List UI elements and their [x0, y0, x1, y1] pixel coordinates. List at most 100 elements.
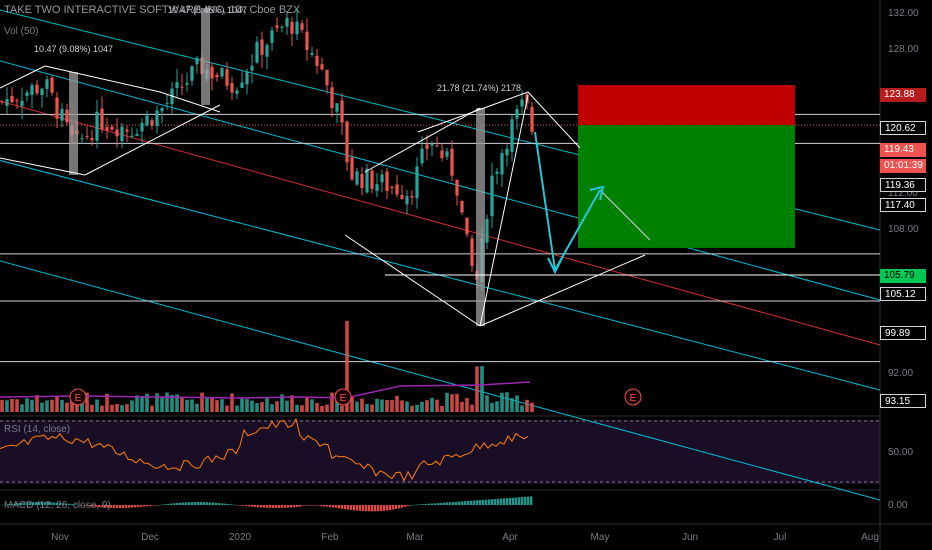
price-tick-label: 128.00	[888, 44, 919, 55]
volume-bar	[395, 395, 399, 412]
macd-histogram-bar	[26, 502, 29, 505]
macd-histogram-bar	[74, 504, 77, 506]
time-tick-label: Dec	[141, 532, 159, 543]
volume-bar	[95, 399, 99, 412]
macd-histogram-bar	[23, 502, 26, 505]
macd-histogram-bar	[494, 499, 497, 505]
macd-histogram-bar	[281, 505, 284, 508]
volume-bar	[370, 404, 374, 412]
candle-body	[320, 64, 324, 70]
measure-annotation: 21.78 (21.74%) 2178	[437, 83, 521, 93]
candle-body	[245, 71, 249, 85]
macd-histogram-bar	[284, 505, 287, 508]
macd-histogram-bar	[437, 503, 440, 505]
macd-histogram-bar	[11, 503, 14, 505]
volume-bar	[160, 396, 164, 412]
pattern-trendline	[44, 65, 161, 93]
candle-body	[375, 184, 379, 191]
macd-histogram-bar	[377, 505, 380, 512]
measure-annotation: 10.47 (8.46%) 1047	[168, 5, 247, 15]
volume-bar	[505, 392, 509, 412]
candle-body	[5, 99, 9, 106]
macd-histogram-bar	[530, 496, 533, 505]
macd-histogram-bar	[254, 505, 257, 508]
macd-histogram-bar	[167, 503, 170, 505]
macd-histogram-bar	[302, 505, 305, 506]
volume-bar	[205, 396, 209, 412]
candle-body	[495, 171, 499, 174]
macd-histogram-bar	[257, 505, 260, 508]
macd-histogram-bar	[362, 505, 365, 512]
macd-histogram-bar	[413, 504, 416, 506]
macd-histogram-bar	[59, 502, 62, 505]
macd-histogram-bar	[14, 503, 17, 505]
candle-body	[360, 173, 364, 188]
macd-histogram-bar	[392, 505, 395, 510]
candle-body	[100, 108, 104, 130]
volume-bar	[280, 394, 284, 412]
candle-body	[0, 101, 4, 103]
volume-bar	[130, 400, 134, 412]
volume-bar	[415, 404, 419, 412]
macd-histogram-bar	[389, 505, 392, 511]
candle-body	[430, 143, 434, 146]
volume-bar	[285, 400, 289, 412]
volume-bar	[25, 398, 29, 412]
volume-bar	[145, 393, 149, 412]
macd-histogram-bar	[137, 505, 140, 508]
volume-bar	[90, 404, 94, 412]
macd-histogram-bar	[467, 500, 470, 505]
macd-histogram-bar	[449, 502, 452, 505]
macd-histogram-bar	[113, 505, 116, 508]
candle-body	[255, 41, 259, 63]
volume-bar	[255, 403, 259, 412]
volume-bar	[315, 402, 319, 412]
candle-body	[145, 115, 149, 126]
volume-legend: Vol (50)	[4, 26, 39, 37]
volume-bar	[190, 399, 194, 412]
candle-body	[85, 136, 89, 138]
macd-histogram-bar	[53, 502, 56, 505]
rsi-tick-label: 50.00	[888, 447, 913, 458]
macd-histogram-bar	[221, 503, 224, 505]
volume-bar	[80, 402, 84, 412]
volume-bar	[175, 394, 179, 412]
macd-histogram-bar	[176, 502, 179, 505]
macd-histogram-bar	[20, 502, 23, 505]
price-tick-label: 112.00	[888, 188, 918, 199]
candle-body	[315, 55, 319, 66]
volume-bar	[260, 402, 264, 412]
volume-bar	[265, 397, 269, 412]
macd-histogram-bar	[353, 505, 356, 511]
volume-bar	[385, 399, 389, 412]
price-tag: 120.62	[880, 121, 926, 135]
volume-bar	[100, 405, 104, 412]
candle-body	[285, 18, 289, 27]
macd-histogram-bar	[338, 505, 341, 509]
arrow-head-up	[589, 185, 605, 201]
volume-bar	[390, 400, 394, 412]
earnings-marker-label: E	[630, 393, 637, 404]
volume-bar	[225, 405, 229, 412]
macd-histogram-bar	[131, 505, 134, 508]
candle-body	[405, 196, 409, 205]
price-tag: 99.89	[880, 326, 926, 340]
volume-bar	[350, 396, 354, 412]
volume-bar	[235, 405, 239, 412]
macd-histogram-bar	[62, 503, 65, 505]
macd-histogram-bar	[77, 504, 80, 506]
macd-histogram-bar	[224, 503, 227, 505]
volume-bar	[490, 402, 494, 412]
volume-bar	[330, 392, 334, 412]
pattern-trendline	[0, 65, 46, 89]
macd-histogram-bar	[215, 502, 218, 505]
price-tag: 119.36	[880, 178, 926, 192]
time-tick-label: Feb	[321, 532, 339, 543]
candle-body	[445, 151, 449, 157]
volume-bar	[295, 404, 299, 412]
volume-bar	[110, 404, 114, 412]
candle-body	[260, 39, 264, 55]
candle-body	[240, 82, 244, 88]
macd-histogram-bar	[95, 505, 98, 507]
